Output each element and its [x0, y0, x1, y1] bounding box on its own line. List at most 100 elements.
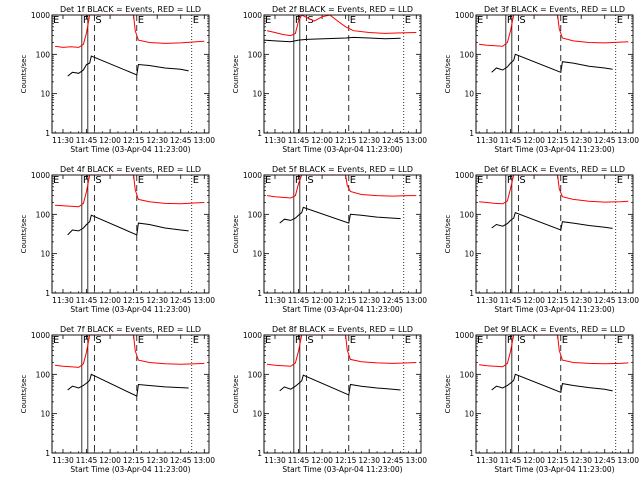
x-axis-label: Start Time (03-Apr-04 11:23:00) [282, 145, 402, 154]
x-axis-label: Start Time (03-Apr-04 11:23:00) [494, 465, 614, 474]
marker-label: F [507, 15, 513, 26]
marker-label: F [507, 335, 513, 346]
detector-panel: Det 1f BLACK = Events, RED = LLD 1 10 100 10… [20, 5, 215, 154]
x-tick-label: 12:15 [123, 136, 145, 145]
x-axis-label: Start Time (03-Apr-04 11:23:00) [70, 465, 190, 474]
x-tick-label: 12:45 [170, 456, 192, 465]
plot-frame [475, 334, 634, 454]
x-tick-label: 12:30 [358, 456, 380, 465]
y-tick-label: 1000 [243, 331, 262, 340]
y-tick-label: 100 [460, 210, 475, 219]
y-tick-label: 1 [257, 289, 262, 298]
x-axis-label: Start Time (03-Apr-04 11:23:00) [282, 465, 402, 474]
y-axis-label: Counts/sec [232, 215, 240, 254]
marker-label: E [350, 335, 356, 346]
x-tick-label: 12:45 [594, 136, 616, 145]
panel-title: Det 5f BLACK = Events, RED = LLD [272, 165, 413, 174]
x-tick-label: 12:30 [570, 136, 592, 145]
plot-frame [475, 14, 634, 134]
y-tick-label: 100 [248, 370, 263, 379]
y-tick-label: 1000 [455, 331, 474, 340]
y-tick-label: 10 [252, 90, 262, 99]
marker-label: E [562, 15, 568, 26]
x-tick-label: 11:30 [264, 296, 286, 305]
events-series-line [67, 373, 189, 397]
y-tick-label: 100 [36, 50, 51, 59]
x-axis-label: Start Time (03-Apr-04 11:23:00) [494, 145, 614, 154]
events-series-line [491, 212, 613, 231]
y-tick-label: 100 [248, 50, 263, 59]
x-tick-label: 11:45 [500, 136, 522, 145]
y-tick-label: 10 [464, 90, 474, 99]
x-tick-label: 12:15 [335, 136, 357, 145]
x-tick-label: 12:00 [523, 456, 545, 465]
plot-frame [263, 174, 422, 294]
y-axis-label: Counts/sec [444, 215, 452, 254]
panel-title: Det 9f BLACK = Events, RED = LLD [484, 325, 625, 334]
marker-label: E [405, 335, 411, 346]
x-axis-label: Start Time (03-Apr-04 11:23:00) [282, 305, 402, 314]
x-tick-label: 12:45 [594, 296, 616, 305]
marker-label: E [350, 175, 356, 186]
marker-label: S [519, 15, 525, 26]
y-tick-label: 100 [36, 370, 51, 379]
y-tick-label: 100 [460, 370, 475, 379]
detector-panel: Det 7f BLACK = Events, RED = LLD 1 10 100 10… [20, 325, 215, 474]
plot-frame [263, 334, 422, 454]
y-tick-label: 1 [257, 449, 262, 458]
y-tick-label: 10 [252, 410, 262, 419]
marker-label: E [477, 335, 483, 346]
marker-label: S [307, 335, 313, 346]
x-tick-label: 11:30 [476, 456, 498, 465]
x-tick-label: 12:00 [99, 296, 121, 305]
x-tick-label: 12:15 [123, 296, 145, 305]
x-axis-label: Start Time (03-Apr-04 11:23:00) [494, 305, 614, 314]
y-tick-label: 1 [45, 129, 50, 138]
x-tick-label: 11:45 [500, 296, 522, 305]
marker-label: F [83, 175, 89, 186]
detector-panel: Det 2f BLACK = Events, RED = LLD 1 10 100 10… [232, 5, 427, 154]
x-tick-label: 11:45 [76, 136, 98, 145]
marker-label: E [138, 15, 144, 26]
x-tick-label: 13:00 [405, 456, 427, 465]
marker-label: F [295, 175, 301, 186]
x-tick-label: 13:00 [617, 136, 639, 145]
x-tick-label: 12:45 [382, 136, 404, 145]
marker-label: E [193, 15, 199, 26]
y-tick-label: 1 [469, 289, 474, 298]
marker-label: E [138, 175, 144, 186]
marker-label: E [617, 15, 623, 26]
marker-label: F [295, 15, 301, 26]
marker-label: E [265, 335, 271, 346]
x-tick-label: 13:00 [193, 136, 215, 145]
plot-frame [51, 174, 210, 294]
panel-title: Det 7f BLACK = Events, RED = LLD [60, 325, 201, 334]
marker-label: E [265, 175, 271, 186]
x-tick-label: 11:45 [500, 456, 522, 465]
panel-title: Det 2f BLACK = Events, RED = LLD [272, 5, 413, 14]
x-tick-label: 12:30 [358, 136, 380, 145]
detector-panel: Det 5f BLACK = Events, RED = LLD 1 10 100 10… [232, 165, 427, 314]
x-axis-label: Start Time (03-Apr-04 11:23:00) [70, 305, 190, 314]
y-tick-label: 1 [469, 129, 474, 138]
x-tick-label: 12:15 [335, 296, 357, 305]
x-tick-label: 11:45 [76, 296, 98, 305]
x-tick-label: 12:00 [99, 456, 121, 465]
x-tick-label: 12:00 [311, 296, 333, 305]
plot-frame [263, 14, 422, 134]
y-tick-label: 1 [45, 289, 50, 298]
x-tick-label: 13:00 [193, 456, 215, 465]
panel-title: Det 8f BLACK = Events, RED = LLD [272, 325, 413, 334]
marker-label: S [307, 175, 313, 186]
marker-label: E [477, 175, 483, 186]
y-tick-label: 1000 [455, 171, 474, 180]
marker-label: F [83, 335, 89, 346]
y-tick-label: 10 [464, 250, 474, 259]
detector-panel: Det 9f BLACK = Events, RED = LLD 1 10 100 10… [444, 325, 639, 474]
x-tick-label: 12:15 [123, 456, 145, 465]
y-axis-label: Counts/sec [232, 55, 240, 94]
marker-label: S [307, 15, 313, 26]
y-tick-label: 1000 [243, 171, 262, 180]
events-series-line [491, 53, 613, 73]
x-tick-label: 13:00 [405, 136, 427, 145]
